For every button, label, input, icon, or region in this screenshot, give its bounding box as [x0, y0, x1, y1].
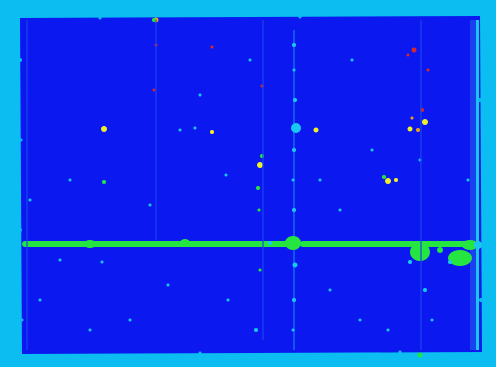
edge-noise [18, 15, 483, 355]
yellow-spots [101, 119, 428, 184]
right-edge-cyan-line [476, 20, 479, 350]
cyan-specks [28, 58, 470, 332]
vertical-center-streak [291, 30, 301, 350]
band-cyan-accents [268, 241, 482, 264]
right-edge-strip [470, 20, 478, 350]
vertical-faint-streaks [26, 20, 422, 350]
blue-field [20, 16, 482, 354]
